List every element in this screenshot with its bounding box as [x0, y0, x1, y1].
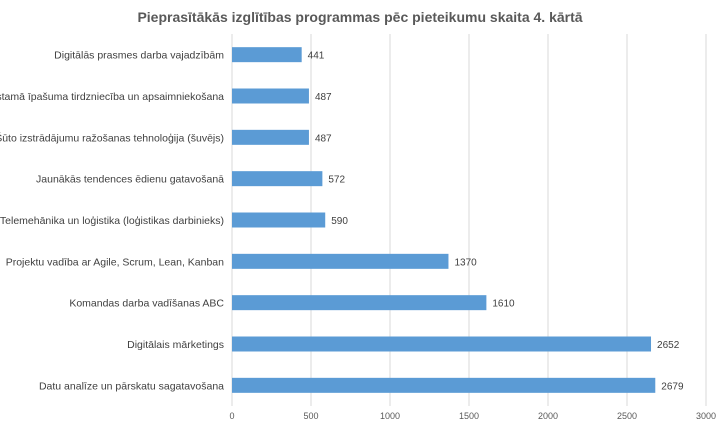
- data-label: 590: [331, 216, 348, 227]
- data-label: 2679: [661, 381, 684, 392]
- category-label: Jaunākās tendences ēdienu gatavošanā: [36, 174, 224, 186]
- bar: [232, 47, 302, 63]
- data-label: 572: [328, 175, 345, 186]
- bar: [232, 295, 487, 311]
- data-label: 2652: [657, 340, 680, 351]
- bar: [232, 212, 326, 228]
- bar: [232, 253, 449, 269]
- x-tick-label: 500: [303, 411, 318, 421]
- bar: [232, 129, 309, 145]
- data-label: 1370: [454, 257, 477, 268]
- data-label: 487: [315, 92, 332, 103]
- category-label: Šūto izstrādājumu ražošanas tehnoloģija …: [0, 131, 224, 144]
- bar: [232, 377, 656, 393]
- category-label: Telemehānika un loģistika (loģistikas da…: [0, 214, 224, 227]
- data-label: 487: [315, 133, 332, 144]
- category-label: Nekustamā īpašuma tirdzniecība un apsaim…: [0, 91, 224, 103]
- category-label: Datu analīze un pārskatu sagatavošana: [39, 380, 224, 392]
- x-tick-label: 3000: [696, 411, 716, 421]
- bar: [232, 88, 309, 104]
- category-label: Digitālais mārketings: [127, 339, 224, 351]
- category-label: Komandas darba vadīšanas ABC: [69, 298, 224, 310]
- chart-title: Pieprasītākās izglītības programmas pēc …: [137, 9, 582, 25]
- bar: [232, 336, 652, 352]
- data-label: 1610: [492, 299, 515, 310]
- category-label: Projektu vadība ar Agile, Scrum, Lean, K…: [6, 256, 224, 268]
- data-label: 441: [308, 51, 325, 62]
- x-tick-label: 1000: [380, 411, 400, 421]
- bar: [232, 171, 323, 187]
- category-label: Digitālās prasmes darba vajadzībām: [54, 50, 224, 62]
- x-tick-label: 1500: [459, 411, 479, 421]
- x-tick-label: 0: [229, 411, 234, 421]
- x-tick-label: 2000: [538, 411, 558, 421]
- x-tick-label: 2500: [617, 411, 637, 421]
